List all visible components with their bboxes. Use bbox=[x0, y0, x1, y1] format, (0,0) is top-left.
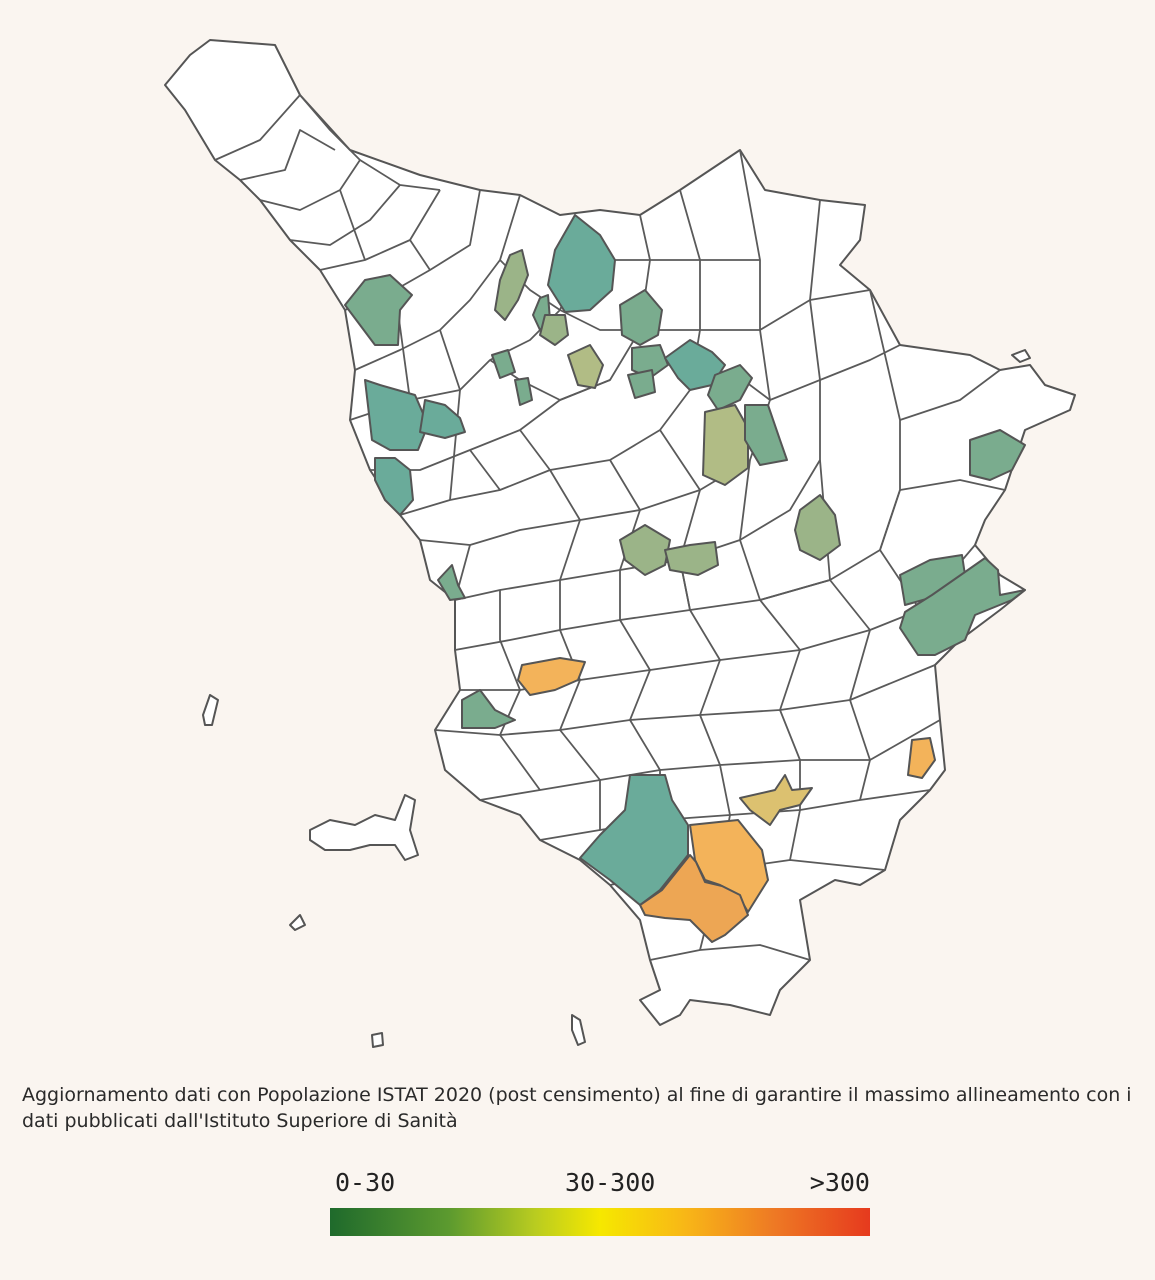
tuscany-municipality-map bbox=[164, 39, 1076, 1048]
municipality-area bbox=[739, 774, 813, 826]
island-pianosa bbox=[289, 914, 306, 931]
municipality-area bbox=[794, 494, 841, 561]
island-gorgona bbox=[202, 694, 219, 726]
islands bbox=[202, 349, 1031, 1048]
municipality-area bbox=[907, 737, 936, 779]
island-capraia bbox=[1011, 349, 1031, 363]
island-elba bbox=[309, 794, 419, 861]
municipality-area bbox=[374, 457, 414, 516]
island-montecristo bbox=[371, 1032, 384, 1048]
data-update-note: Aggiornamento dati con Popolazione ISTAT… bbox=[22, 1084, 1132, 1132]
municipality-area bbox=[547, 214, 616, 313]
municipality-area bbox=[631, 344, 669, 379]
legend-label-high: >300 bbox=[809, 1168, 870, 1197]
island-giannutri bbox=[571, 1014, 586, 1046]
municipality-area bbox=[619, 524, 671, 576]
map-svg bbox=[164, 39, 1076, 1048]
municipality-area bbox=[461, 689, 516, 729]
municipality-area bbox=[567, 344, 604, 389]
municipality-area bbox=[494, 249, 529, 321]
legend-label-mid: 30-300 bbox=[565, 1168, 656, 1197]
municipality-area bbox=[639, 854, 749, 943]
municipality-area bbox=[899, 557, 1026, 656]
municipality-area bbox=[969, 429, 1026, 481]
municipality-area bbox=[517, 657, 586, 696]
municipality-area bbox=[437, 564, 466, 601]
municipality-area bbox=[419, 399, 466, 439]
municipality-area bbox=[364, 379, 429, 451]
municipality-area bbox=[627, 369, 656, 399]
colored-municipalities bbox=[344, 214, 1026, 943]
municipality-area bbox=[619, 289, 663, 346]
municipality-area bbox=[744, 404, 788, 466]
color-legend: 0-30 30-300 >300 bbox=[330, 1168, 870, 1248]
municipality-area bbox=[514, 377, 533, 406]
legend-gradient-bar bbox=[330, 1208, 870, 1236]
municipality-area bbox=[707, 364, 753, 411]
municipality-area bbox=[491, 349, 516, 379]
municipality-area bbox=[344, 274, 413, 346]
legend-label-low: 0-30 bbox=[335, 1168, 396, 1197]
municipality-area bbox=[539, 314, 569, 346]
municipality-area bbox=[664, 541, 719, 576]
municipality-area bbox=[702, 404, 749, 486]
